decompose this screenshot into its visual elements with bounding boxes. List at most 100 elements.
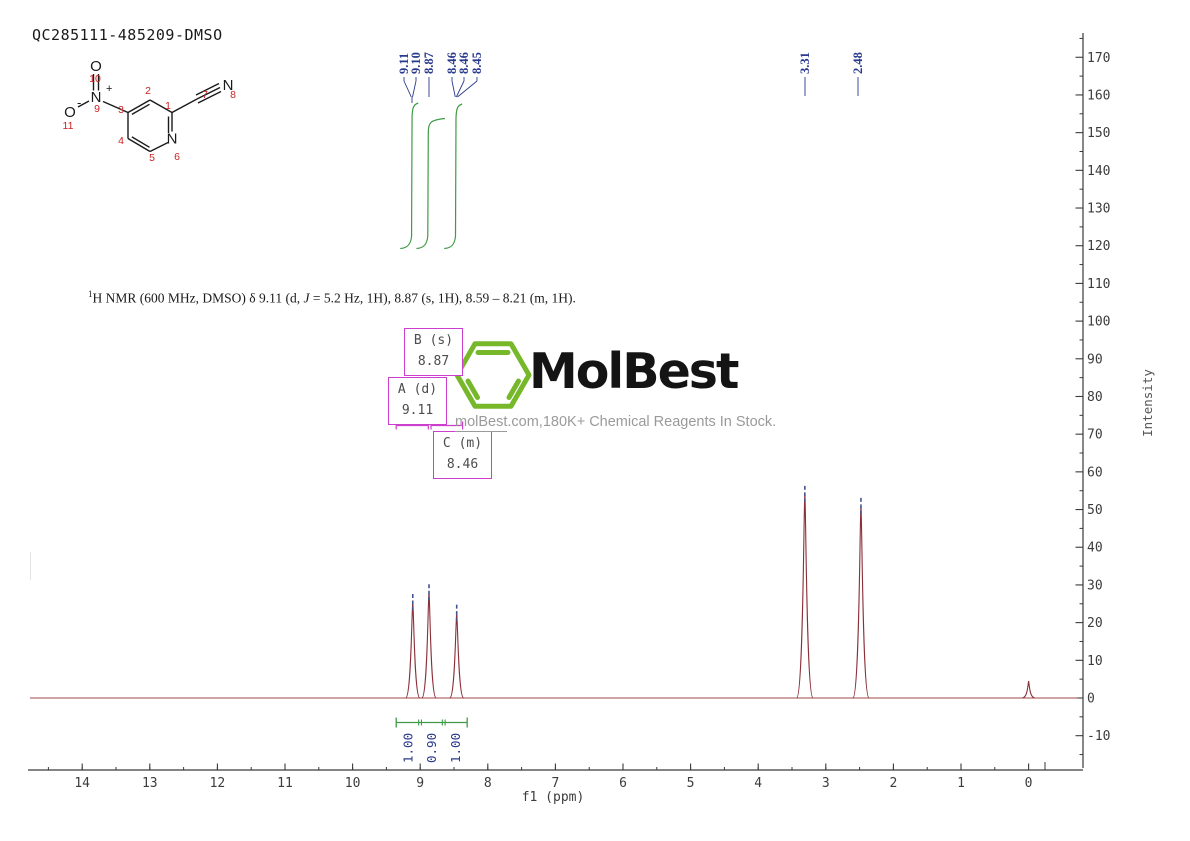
x-tick-label: 13 bbox=[142, 776, 158, 791]
atom-symbol-nitrile_n: N bbox=[223, 77, 234, 94]
peak-label-connector bbox=[457, 80, 478, 98]
sample-title: QC285111-485209-DMSO bbox=[32, 26, 223, 44]
nmr-peak bbox=[405, 602, 421, 699]
y-tick-label: 50 bbox=[1087, 503, 1103, 518]
nmr-assignment-text: 1H NMR (600 MHz, DMSO) δ 9.11 (d, J = 5.… bbox=[88, 289, 576, 306]
atom-number: 7 bbox=[202, 89, 208, 101]
x-tick-label: 14 bbox=[74, 776, 90, 791]
bond bbox=[149, 141, 169, 153]
atom-number: 4 bbox=[118, 135, 124, 147]
x-tick-label: 8 bbox=[484, 776, 492, 791]
y-tick-label: 30 bbox=[1087, 578, 1103, 593]
atom-number: 6 bbox=[174, 151, 180, 163]
x-tick-label: 2 bbox=[889, 776, 897, 791]
multiplet-id-type: A (d) bbox=[397, 382, 438, 397]
x-tick-label: 10 bbox=[345, 776, 361, 791]
x-axis-title: f1 (ppm) bbox=[522, 790, 585, 805]
y-tick-label: 40 bbox=[1087, 541, 1103, 556]
peak-label-connector bbox=[451, 80, 456, 98]
multiplet-box-C: C (m) 8.46 bbox=[433, 431, 492, 479]
multiplet-id-type: C (m) bbox=[442, 436, 483, 451]
inner-bond bbox=[465, 378, 480, 400]
integral-value-label: 1.00 bbox=[448, 733, 463, 763]
y-tick-label: 60 bbox=[1087, 465, 1103, 480]
x-tick-label: 7 bbox=[551, 776, 559, 791]
multiplet-box-B: B (s) 8.87 bbox=[404, 328, 463, 376]
nmr-peak bbox=[449, 613, 465, 699]
integral-curve bbox=[416, 117, 446, 250]
bond bbox=[197, 90, 222, 104]
y-tick-label: 170 bbox=[1087, 51, 1110, 66]
atom-symbol-nitro_n: N bbox=[91, 89, 102, 106]
peak-label: 8.46 bbox=[457, 52, 471, 74]
y-tick-label: -10 bbox=[1087, 729, 1110, 744]
bond bbox=[171, 98, 198, 114]
nmr-peak bbox=[852, 506, 870, 699]
nmr-peak bbox=[1022, 680, 1035, 699]
molbest-logo-text: MolBest bbox=[529, 343, 739, 400]
bond bbox=[77, 100, 90, 108]
peak-label: 9.11 bbox=[397, 53, 411, 74]
atom-number: 9 bbox=[94, 103, 100, 115]
integral-curve bbox=[400, 102, 419, 250]
peak-label: 8.46 bbox=[445, 52, 459, 74]
plus-charge: + bbox=[106, 83, 112, 95]
nmr-peak bbox=[421, 593, 437, 699]
atom-number: 10 bbox=[89, 73, 101, 85]
y-tick-label: 20 bbox=[1087, 616, 1103, 631]
baseline-artifact-mark bbox=[30, 552, 31, 580]
integral-curve bbox=[444, 103, 463, 250]
multiplet-shift: 8.87 bbox=[417, 353, 450, 369]
molbest-tagline: molBest.com,180K+ Chemical Reagents In S… bbox=[455, 414, 777, 432]
atom-number: 11 bbox=[63, 120, 74, 132]
x-tick-label: 0 bbox=[1025, 776, 1033, 791]
minus-charge: - bbox=[77, 95, 81, 110]
spectrum-trace bbox=[30, 485, 1078, 699]
molbest-link[interactable]: molBest bbox=[455, 414, 508, 432]
y-tick-label: 130 bbox=[1087, 202, 1110, 217]
atom-symbol-o_left: O bbox=[64, 104, 76, 121]
x-tick-label: 5 bbox=[687, 776, 695, 791]
atom-number: 1 bbox=[165, 100, 171, 112]
y-tick-label: 0 bbox=[1087, 692, 1095, 707]
hexagon-ring bbox=[454, 341, 532, 409]
integral-curves bbox=[400, 102, 463, 250]
peak-label: 8.45 bbox=[470, 52, 484, 74]
atom-symbol-ring_n: N bbox=[167, 131, 178, 148]
multiplet-id-type: B (s) bbox=[413, 333, 454, 348]
bond bbox=[102, 100, 129, 114]
x-tick-label: 6 bbox=[619, 776, 627, 791]
peak-label: 3.31 bbox=[798, 52, 812, 74]
inner-bond bbox=[506, 378, 521, 400]
bond bbox=[127, 137, 151, 153]
peak-label: 9.10 bbox=[409, 52, 423, 74]
y-tick-label: 70 bbox=[1087, 428, 1103, 443]
peak-label-connector bbox=[412, 80, 417, 98]
x-tick-label: 12 bbox=[210, 776, 226, 791]
multiplet-box-A: A (d) 9.11 bbox=[388, 377, 447, 425]
atom-number: 3 bbox=[118, 104, 124, 116]
peak-label-connector bbox=[403, 80, 412, 98]
x-axis: 14 13 12 11 10 9 8 7 6 5 4 3 2 1 0f1 (ppm) bbox=[28, 762, 1083, 805]
y-axis-title: Intensity bbox=[1140, 369, 1155, 437]
peak-label-connector bbox=[455, 80, 465, 98]
superscript-1: 1 bbox=[88, 289, 93, 299]
y-tick-label: 90 bbox=[1087, 352, 1103, 367]
integral-value-label: 1.00 bbox=[401, 733, 416, 763]
multiplet-shift: 9.11 bbox=[401, 402, 434, 418]
bond bbox=[149, 99, 173, 114]
bond bbox=[131, 136, 150, 148]
bond bbox=[196, 86, 221, 100]
atom-number: 5 bbox=[149, 152, 155, 164]
j-coupling-symbol: J bbox=[303, 290, 310, 306]
y-tick-label: 150 bbox=[1087, 126, 1110, 141]
y-tick-label: 140 bbox=[1087, 164, 1110, 179]
multiplet-shift: 8.46 bbox=[446, 456, 479, 472]
nmr-peak bbox=[796, 494, 814, 699]
bond bbox=[131, 103, 150, 116]
peak-label: 8.87 bbox=[422, 52, 436, 74]
x-tick-label: 4 bbox=[754, 776, 762, 791]
x-tick-label: 9 bbox=[416, 776, 424, 791]
